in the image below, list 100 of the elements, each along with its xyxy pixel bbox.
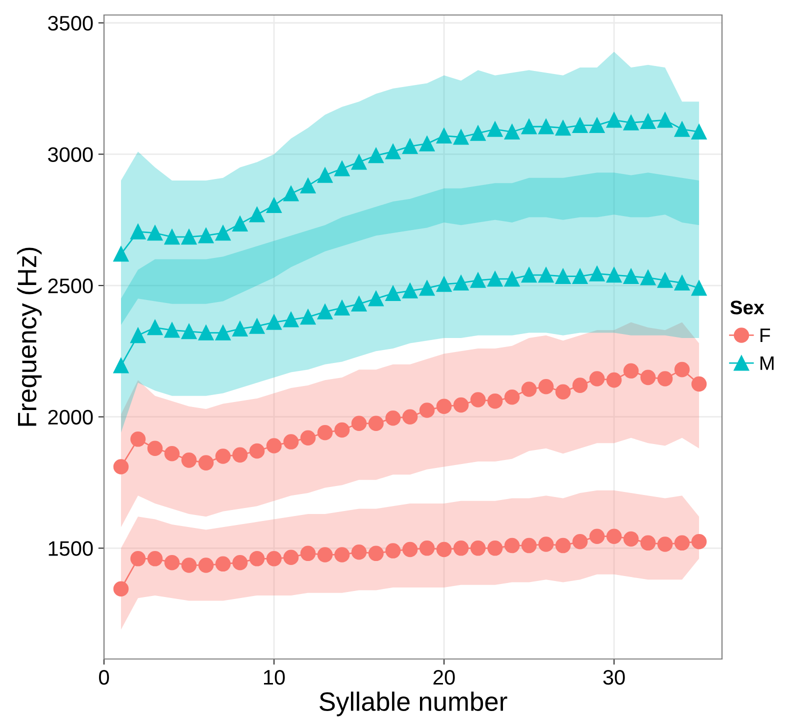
point [317, 168, 333, 183]
point [521, 118, 537, 134]
point [300, 178, 316, 194]
point [419, 136, 435, 152]
x-axis-title: Syllable number [320, 692, 508, 716]
point [538, 267, 554, 283]
point [113, 459, 129, 474]
point [589, 371, 605, 386]
point [300, 309, 316, 325]
point [419, 540, 435, 556]
point [351, 296, 367, 312]
point [487, 540, 503, 556]
point [402, 409, 418, 424]
point [266, 438, 282, 454]
point [232, 321, 248, 336]
point [589, 528, 605, 544]
point [572, 118, 588, 133]
point [249, 551, 265, 566]
point [674, 362, 690, 378]
point [215, 556, 231, 572]
point [538, 536, 554, 552]
point [334, 300, 350, 316]
point [198, 558, 214, 573]
point [487, 271, 503, 287]
point [368, 416, 384, 432]
point [640, 370, 656, 386]
point [147, 551, 163, 566]
point [487, 122, 503, 137]
point [249, 318, 265, 334]
x-tick-label: 20 [433, 670, 455, 685]
point [164, 229, 180, 245]
x-tick-label: 30 [603, 670, 625, 685]
point [351, 544, 367, 560]
point [147, 440, 163, 456]
point [283, 186, 299, 202]
x-tick-label: 0 [99, 670, 109, 685]
point [623, 363, 639, 379]
point [504, 271, 520, 287]
point [351, 154, 367, 170]
point [691, 124, 707, 140]
point [198, 325, 214, 340]
x-tick-label: 10 [264, 670, 285, 685]
point [436, 398, 452, 414]
point [232, 554, 248, 570]
point [555, 538, 571, 554]
point [317, 547, 333, 562]
point [623, 115, 639, 130]
point [572, 378, 588, 393]
y-tick-label: 3000 [48, 147, 93, 162]
point [385, 144, 401, 160]
point [198, 228, 214, 244]
point [181, 229, 197, 245]
point [368, 148, 384, 164]
point [521, 538, 537, 554]
point [181, 452, 197, 468]
point [504, 390, 520, 405]
point [555, 120, 571, 136]
point [606, 372, 622, 388]
point [606, 112, 622, 128]
point [147, 225, 163, 241]
point [674, 535, 690, 551]
point [130, 551, 146, 566]
point [606, 528, 622, 544]
point [266, 551, 282, 566]
point [334, 422, 350, 438]
point [130, 328, 146, 344]
point [419, 402, 435, 418]
point [215, 225, 231, 241]
point [436, 276, 452, 292]
point [640, 535, 656, 551]
point [334, 547, 350, 562]
point [249, 206, 265, 222]
point [113, 246, 129, 262]
legend-title: Sex [730, 300, 764, 314]
point [249, 443, 265, 459]
legend-label: F [760, 328, 770, 342]
point [504, 538, 520, 554]
point [657, 371, 673, 386]
point [385, 543, 401, 558]
point [436, 542, 452, 558]
point [470, 392, 486, 408]
point [504, 124, 520, 140]
point [623, 531, 639, 547]
point [521, 267, 537, 283]
point [130, 432, 146, 447]
point [198, 455, 214, 470]
point [674, 122, 690, 137]
point [385, 410, 401, 426]
point [436, 128, 452, 144]
point [300, 546, 316, 562]
point [538, 118, 554, 134]
point [317, 304, 333, 320]
point [487, 393, 503, 409]
point [164, 322, 180, 338]
point [453, 129, 469, 145]
point [589, 266, 605, 282]
point [300, 430, 316, 446]
point [470, 540, 486, 556]
point [368, 546, 384, 562]
point [130, 224, 146, 240]
